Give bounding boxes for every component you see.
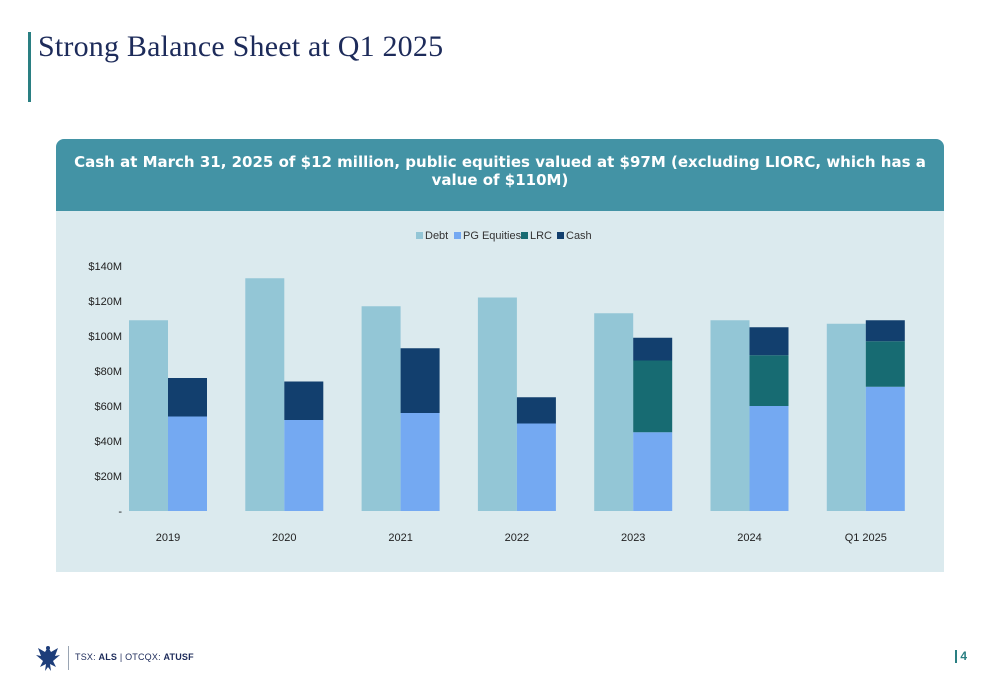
legend-label-debt: Debt xyxy=(425,230,448,242)
bar-cash xyxy=(168,378,207,417)
bar-cash xyxy=(749,327,789,356)
title-accent-bar xyxy=(28,32,31,102)
bar-lrc xyxy=(749,355,789,406)
bar-pg-equities xyxy=(633,432,673,511)
x-tick-label: 2023 xyxy=(621,532,645,544)
x-tick-label: 2022 xyxy=(505,532,529,544)
ticker-prefix: TSX: xyxy=(75,652,99,662)
y-tick-label: - xyxy=(118,506,122,518)
bar-pg-equities xyxy=(284,420,324,511)
bar-pg-equities xyxy=(168,416,207,511)
legend-label-pg-equities: PG Equities xyxy=(463,230,522,242)
bar-pg-equities xyxy=(865,386,905,511)
footer-ticker: TSX: ALS | OTCQX: ATUSF xyxy=(75,652,194,662)
bar-debt xyxy=(477,297,517,511)
ticker-tsx: ALS xyxy=(98,652,118,662)
x-tick-label: 2020 xyxy=(272,532,296,544)
footer-divider xyxy=(68,646,69,670)
bar-debt xyxy=(245,278,285,511)
ticker-separator: | OTCQX: xyxy=(117,652,164,662)
bar-pg-equities xyxy=(400,413,440,511)
y-tick-label: $80M xyxy=(94,366,122,378)
balance-sheet-chart: - $20M $40M $60M $80M $100M $120M $140M 2019 2020… xyxy=(88,230,905,544)
slide-title: Strong Balance Sheet at Q1 2025 xyxy=(38,30,444,63)
y-tick-label: $60M xyxy=(94,401,122,413)
page-number: 4 xyxy=(955,650,967,663)
bar-cash xyxy=(633,337,673,361)
bar-cash xyxy=(865,320,905,342)
bar-cash xyxy=(400,348,440,413)
ticker-otc: ATUSF xyxy=(163,652,194,662)
panel-header-text: Cash at March 31, 2025 of $12 million, p… xyxy=(74,153,926,189)
x-tick-label: 2024 xyxy=(737,532,761,544)
legend-swatch-debt xyxy=(416,232,423,239)
bar-debt xyxy=(129,320,168,511)
legend-swatch-lrc xyxy=(521,232,528,239)
bar-lrc xyxy=(633,360,673,433)
panel-header: Cash at March 31, 2025 of $12 million, p… xyxy=(56,139,944,211)
y-tick-label: $120M xyxy=(88,296,122,308)
bar-pg-equities xyxy=(516,423,556,511)
y-tick-label: $140M xyxy=(88,261,122,273)
bar-debt xyxy=(710,320,750,511)
eagle-icon xyxy=(36,646,60,671)
legend-label-lrc: LRC xyxy=(530,230,552,242)
y-tick-label: $100M xyxy=(88,331,122,343)
legend-label-cash: Cash xyxy=(566,230,592,242)
x-tick-label: Q1 2025 xyxy=(845,532,887,544)
bar-debt xyxy=(826,323,866,511)
x-tick-label: 2021 xyxy=(388,532,412,544)
bar-pg-equities xyxy=(749,406,789,511)
bar-cash xyxy=(516,397,556,424)
bar-lrc xyxy=(865,341,905,387)
y-tick-label: $20M xyxy=(94,471,122,483)
legend-swatch-pg-equities xyxy=(454,232,461,239)
chart-panel: Cash at March 31, 2025 of $12 million, p… xyxy=(56,139,944,572)
x-tick-label: 2019 xyxy=(156,532,180,544)
legend-swatch-cash xyxy=(557,232,564,239)
bar-cash xyxy=(284,381,324,420)
bar-debt xyxy=(594,313,634,511)
bar-debt xyxy=(361,306,401,511)
y-tick-label: $40M xyxy=(94,436,122,448)
